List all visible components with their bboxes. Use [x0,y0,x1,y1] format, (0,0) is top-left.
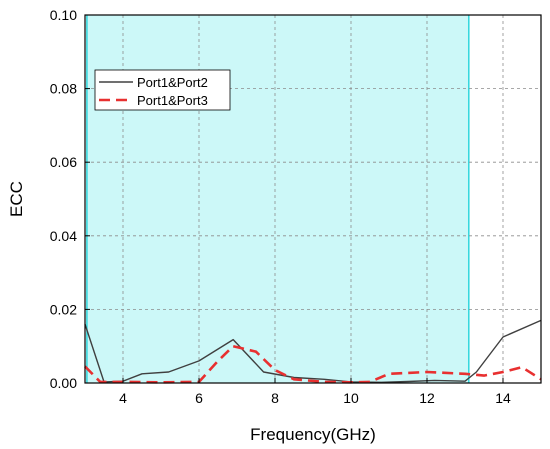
legend-label-1: Port1&Port2 [137,75,208,90]
legend-label-2: Port1&Port3 [137,93,208,108]
x-tick-label: 10 [343,390,359,406]
y-tick-label: 0.06 [50,154,77,170]
x-tick-label: 6 [195,390,203,406]
y-tick-label: 0.02 [50,301,77,317]
y-axis-title: ECC [7,181,26,217]
plot-frame [84,14,542,384]
y-tick-label: 0.04 [50,228,77,244]
x-tick-label: 14 [495,390,511,406]
x-axis-title: Frequency(GHz) [250,425,376,444]
legend-box [94,69,231,111]
y-tick-label: 0.08 [50,81,77,97]
series-line-1 [84,319,542,383]
series-line-2 [84,344,542,384]
x-tick-label: 12 [419,390,435,406]
x-tick-label: 4 [119,390,127,406]
y-tick-label: 0.10 [50,7,77,23]
x-tick-label: 8 [271,390,279,406]
y-tick-label: 0.00 [50,375,77,391]
